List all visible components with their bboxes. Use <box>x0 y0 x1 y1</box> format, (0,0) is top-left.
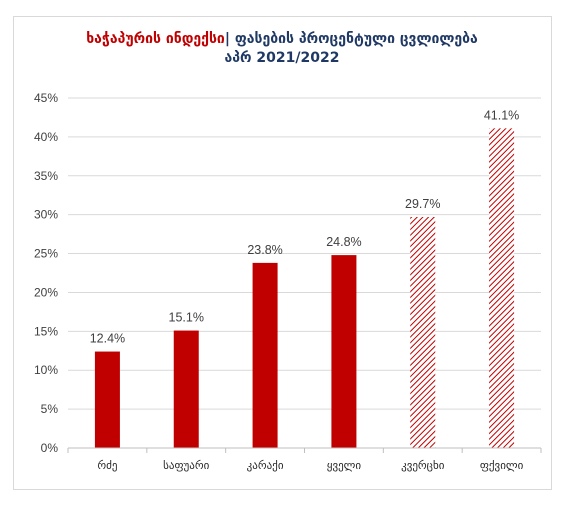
y-tick-label: 20% <box>34 285 58 299</box>
x-tick-label: კარაქი <box>247 459 284 472</box>
chart-title-index: ხაჭაპურის ინდექსი <box>86 31 225 47</box>
bar-3 <box>252 262 278 448</box>
data-labels: 12.4% 15.1% 23.8% 24.8% 29.7% 41.1% <box>90 108 520 345</box>
chart-title-subject: ფასების პროცენტული ცვლილება <box>234 31 478 47</box>
bar-5 <box>410 217 436 448</box>
chart-title: ხაჭაპურის ინდექსი| ფასების პროცენტული ცვ… <box>0 30 564 68</box>
x-tick-label: ფქვილი <box>480 459 524 472</box>
bar-2 <box>173 330 199 448</box>
gridlines <box>68 97 541 410</box>
bars <box>94 128 515 449</box>
y-tick-label: 5% <box>41 402 59 416</box>
data-label: 23.8% <box>247 243 282 257</box>
chart-title-period: აპრ 2021/2022 <box>224 50 340 66</box>
x-axis: რძე საფუარი კარაქი ყველი კვერცხი ფქვილი <box>67 447 542 472</box>
y-tick-label: 25% <box>34 247 58 261</box>
x-tick-label: ყველი <box>327 459 362 472</box>
y-tick-label: 0% <box>41 441 59 455</box>
data-label: 24.8% <box>326 235 361 249</box>
bar-4 <box>331 255 357 448</box>
data-label: 12.4% <box>90 332 125 346</box>
data-label: 41.1% <box>484 108 519 122</box>
y-tick-label: 45% <box>34 91 58 105</box>
chart-frame <box>13 16 552 490</box>
data-label: 15.1% <box>169 311 204 325</box>
x-tick-label: რძე <box>97 459 117 472</box>
x-tick-label: საფუარი <box>163 459 209 472</box>
data-label: 29.7% <box>405 197 440 211</box>
bar-1 <box>94 351 120 448</box>
bar-6 <box>489 128 515 449</box>
y-tick-label: 30% <box>34 208 58 222</box>
chart-title-separator: | <box>224 31 230 47</box>
y-tick-label: 10% <box>34 363 58 377</box>
y-axis: 0% 5% 10% 15% 20% 25% 30% 35% 40% 45% <box>34 91 58 455</box>
y-tick-label: 40% <box>34 130 58 144</box>
y-tick-label: 15% <box>34 324 58 338</box>
x-tick-label: კვერცხი <box>401 459 445 472</box>
y-tick-label: 35% <box>34 169 58 183</box>
